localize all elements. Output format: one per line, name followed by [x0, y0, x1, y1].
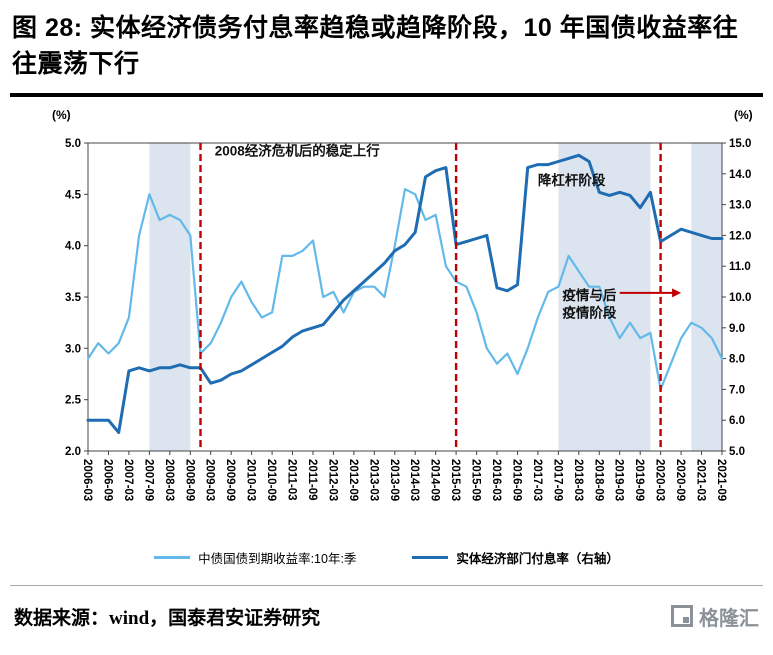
data-source-text: 数据来源：wind，国泰君安证券研究	[14, 607, 321, 629]
annotation-arrowhead	[672, 287, 682, 297]
x-tick-label: 2009-09	[224, 459, 236, 501]
x-tick-label: 2021-09	[715, 459, 727, 501]
right-tick-label: 14.0	[729, 168, 751, 180]
annotation: 降杠杆阶段	[538, 172, 606, 188]
x-tick-label: 2009-03	[204, 459, 216, 501]
right-tick-label: 10.0	[729, 292, 751, 304]
series-line-1	[86, 153, 724, 434]
x-tick-label: 2008-03	[163, 459, 175, 501]
series-line-0	[86, 187, 724, 390]
x-tick-label: 2007-09	[142, 459, 154, 501]
x-tick-label: 2019-03	[613, 459, 625, 501]
x-tick-label: 2015-09	[470, 459, 482, 501]
left-tick-label: 5.0	[65, 138, 81, 150]
x-tick-label: 2020-03	[654, 459, 666, 501]
x-tick-label: 2018-09	[592, 459, 604, 501]
shaded-period-band	[149, 142, 191, 451]
right-tick-label: 9.0	[729, 322, 745, 334]
x-tick-label: 2020-09	[674, 459, 686, 501]
x-tick-label: 2010-09	[265, 459, 277, 501]
x-tick-label: 2013-03	[367, 459, 379, 501]
x-tick-label: 2017-09	[551, 459, 563, 501]
x-tick-label: 2012-03	[326, 459, 338, 501]
legend-label: 中债国债到期收益率:10年:季	[198, 551, 357, 566]
figure-header: 图 28: 实体经济债务付息率趋稳或趋降阶段，10 年国债收益率往往震荡下行	[10, 6, 763, 97]
figure-footer: 数据来源：wind，国泰君安证券研究 格隆汇	[10, 584, 763, 631]
legend-label: 实体经济部门付息率（右轴）	[456, 551, 619, 566]
x-tick-label: 2012-09	[347, 459, 359, 501]
right-tick-label: 7.0	[729, 384, 745, 396]
gelonghui-logo-text: 格隆汇	[699, 607, 759, 630]
x-tick-label: 2006-03	[81, 459, 93, 501]
legend-swatch-0	[154, 555, 191, 559]
left-tick-label: 3.0	[65, 343, 81, 355]
right-tick-label: 5.0	[729, 446, 745, 458]
annotation: 疫情阶段	[562, 304, 616, 320]
legend-item-interest-rate: 实体经济部门付息率（右轴）	[412, 548, 619, 567]
left-tick-label: 2.5	[65, 394, 82, 406]
right-tick-label: 15.0	[729, 138, 751, 150]
x-tick-label: 2011-03	[285, 459, 297, 501]
x-tick-label: 2017-03	[531, 459, 543, 501]
right-tick-label: 12.0	[729, 230, 751, 242]
right-tick-label: 8.0	[729, 353, 745, 365]
gelonghui-logo-icon	[671, 605, 693, 627]
x-tick-label: 2015-03	[449, 459, 461, 501]
x-tick-label: 2014-03	[408, 459, 420, 501]
x-tick-label: 2011-09	[306, 459, 318, 501]
right-axis-unit: (%)	[734, 108, 753, 122]
left-tick-label: 4.5	[65, 189, 82, 201]
x-tick-label: 2019-09	[633, 459, 645, 501]
line-chart: 2.0 2.5 3.0 3.5 4.0 4.5 5.0 5.0 6.0 7.0 8.0 9.0 10.0…	[52, 108, 753, 501]
gelonghui-logo: 格隆汇	[671, 602, 759, 631]
annotation: 疫情与后	[562, 287, 616, 303]
x-tick-label: 2018-03	[572, 459, 584, 501]
right-tick-label: 6.0	[729, 415, 745, 427]
legend-swatch-1	[412, 555, 449, 559]
figure-title: 图 28: 实体经济债务付息率趋稳或趋降阶段，10 年国债收益率往往震荡下行	[12, 14, 739, 79]
x-tick-label: 2021-03	[694, 459, 706, 501]
x-tick-label: 2007-03	[122, 459, 134, 501]
x-tick-label: 2016-09	[510, 459, 522, 501]
chart-area: 2.0 2.5 3.0 3.5 4.0 4.5 5.0 5.0 6.0 7.0 8.0 9.0 10.0…	[0, 103, 773, 522]
left-tick-label: 4.0	[65, 240, 81, 252]
right-tick-label: 13.0	[729, 199, 751, 211]
annotation: 2008经济危机后的稳定上行	[215, 142, 381, 158]
left-axis-unit: (%)	[52, 108, 71, 122]
x-tick-label: 2010-03	[245, 459, 257, 501]
legend-item-treasury-yield: 中债国债到期收益率:10年:季	[154, 548, 356, 567]
chart-legend: 中债国债到期收益率:10年:季 实体经济部门付息率（右轴）	[0, 548, 773, 567]
x-tick-label: 2008-09	[183, 459, 195, 501]
x-tick-label: 2014-09	[429, 459, 441, 501]
x-tick-label: 2016-03	[490, 459, 502, 501]
left-tick-label: 2.0	[65, 446, 81, 458]
right-tick-label: 11.0	[729, 261, 751, 273]
x-tick-label: 2013-09	[388, 459, 400, 501]
x-tick-label: 2006-09	[101, 459, 113, 501]
shaded-period-band	[691, 142, 722, 451]
left-tick-label: 3.5	[65, 292, 82, 304]
